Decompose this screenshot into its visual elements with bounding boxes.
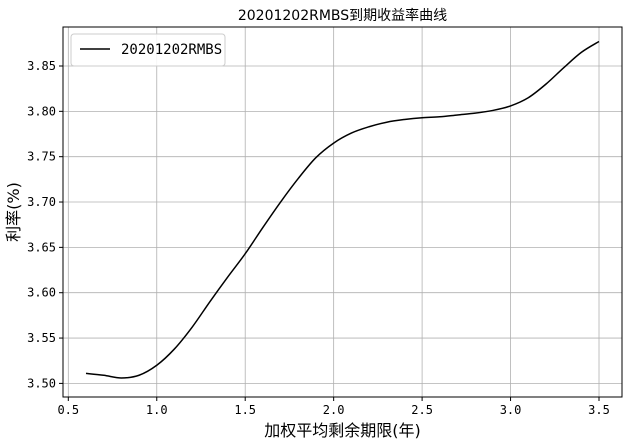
series-line-0 — [85, 40, 600, 379]
x-axis-label: 加权平均剩余期限(年) — [264, 421, 421, 440]
plot-area — [62, 26, 623, 398]
y-tick-label: 3.85 — [27, 59, 56, 73]
x-tick-label: 0.5 — [57, 403, 79, 417]
y-tick-label: 3.70 — [27, 195, 56, 209]
y-tick-label: 3.75 — [27, 150, 56, 164]
series-lines — [85, 40, 600, 379]
y-tick-label: 3.65 — [27, 240, 56, 254]
y-axis-label: 利率(%) — [4, 182, 23, 242]
legend-entry-label: 20201202RMBS — [121, 42, 222, 58]
x-tick-label: 3.0 — [500, 403, 522, 417]
y-tick-label: 3.60 — [27, 286, 56, 300]
y-tick-label: 3.80 — [27, 104, 56, 118]
x-tick-label: 1.5 — [234, 403, 256, 417]
legend-box — [70, 33, 226, 67]
x-tick-label: 2.0 — [323, 403, 345, 417]
y-tick-label: 3.50 — [27, 376, 56, 390]
x-tick-label: 2.5 — [411, 403, 433, 417]
x-tick-label: 3.5 — [588, 403, 610, 417]
axis-ticks: 0.5 1.0 1.5 2.0 2.5 3.0 3.5 3.50 3.55 3.60 3.65 3.7… — [27, 59, 610, 417]
legend: 20201202RMBS — [70, 33, 226, 67]
y-tick-label: 3.55 — [27, 331, 56, 345]
x-tick-label: 1.0 — [146, 403, 168, 417]
chart-title: 20201202RMBS到期收益率曲线 — [238, 7, 447, 24]
grid-lines — [63, 27, 622, 397]
